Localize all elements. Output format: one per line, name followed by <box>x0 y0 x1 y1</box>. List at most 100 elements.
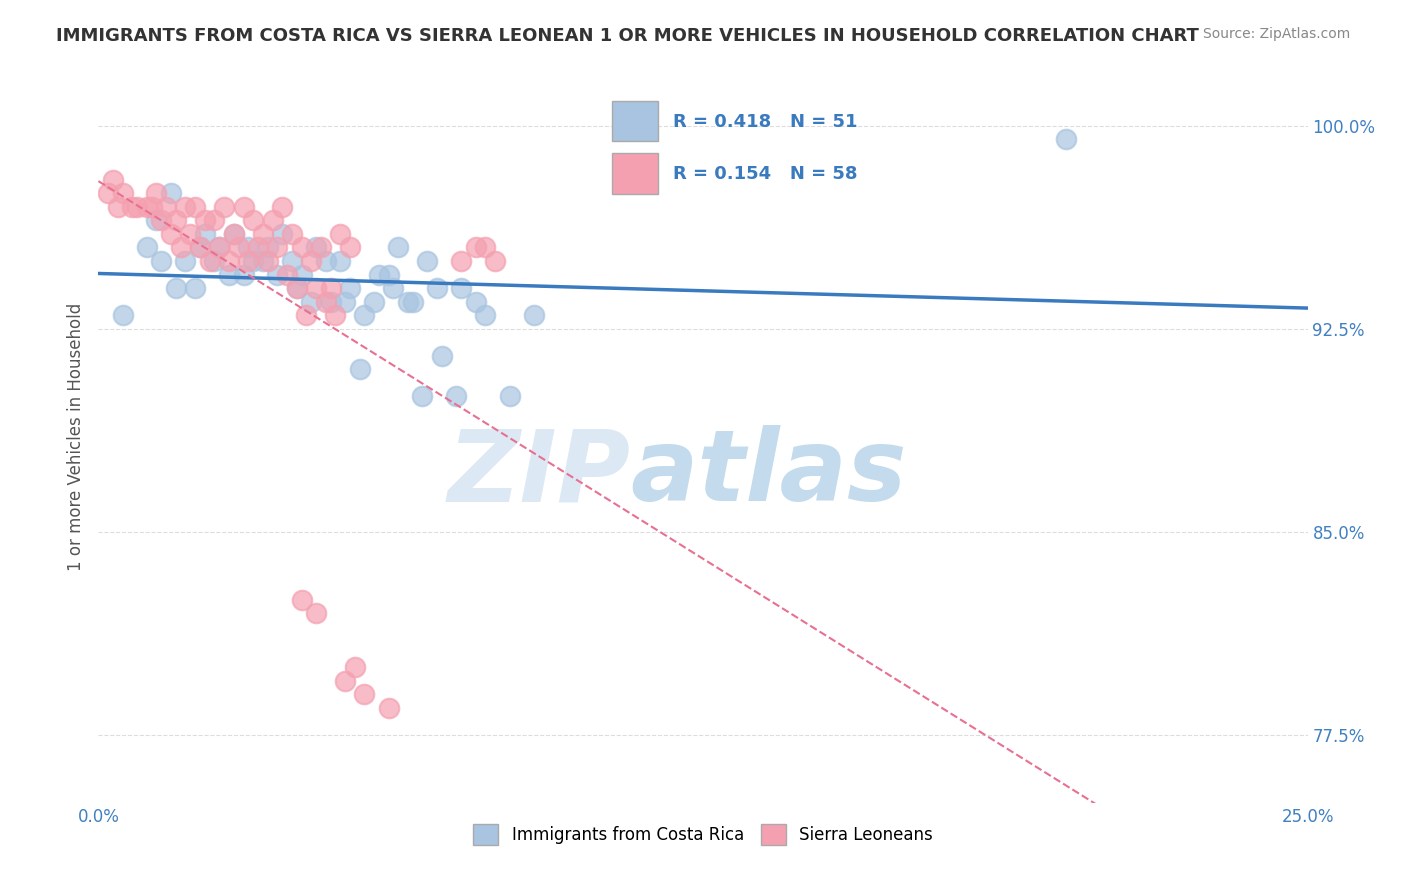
Point <box>252 227 274 241</box>
Point <box>353 688 375 702</box>
Point <box>290 592 312 607</box>
Point <box>111 186 134 201</box>
Point <box>290 268 312 282</box>
Point <box>430 349 453 363</box>
Point <box>150 213 173 227</box>
Point <box>212 200 235 214</box>
Point <box>232 268 254 282</box>
Point <box>464 294 486 309</box>
Point <box>135 240 157 254</box>
Point <box>97 186 120 201</box>
Point <box>281 254 304 268</box>
Text: ZIP: ZIP <box>447 425 630 522</box>
Text: Source: ZipAtlas.com: Source: ZipAtlas.com <box>1202 27 1350 41</box>
Point <box>121 200 143 214</box>
Point <box>305 281 328 295</box>
Point <box>141 200 163 214</box>
Point <box>484 254 506 268</box>
Point <box>285 281 308 295</box>
Point <box>174 254 197 268</box>
Text: R = 0.418   N = 51: R = 0.418 N = 51 <box>673 112 858 130</box>
Point <box>446 389 468 403</box>
Point <box>315 294 337 309</box>
Point <box>194 213 217 227</box>
Point <box>184 281 207 295</box>
Point <box>339 240 361 254</box>
Point <box>464 240 486 254</box>
Point <box>319 294 342 309</box>
Point <box>222 227 245 241</box>
Legend: Immigrants from Costa Rica, Sierra Leoneans: Immigrants from Costa Rica, Sierra Leone… <box>465 816 941 853</box>
Point <box>333 294 356 309</box>
Point <box>319 281 342 295</box>
Point <box>252 254 274 268</box>
Point <box>281 227 304 241</box>
FancyBboxPatch shape <box>612 101 658 141</box>
Text: atlas: atlas <box>630 425 907 522</box>
Point <box>155 200 177 214</box>
Point <box>368 268 391 282</box>
Point <box>145 186 167 201</box>
Point <box>339 281 361 295</box>
Point <box>160 227 183 241</box>
Point <box>107 200 129 214</box>
Point <box>363 294 385 309</box>
Point <box>266 268 288 282</box>
Point <box>256 254 278 268</box>
Point <box>242 254 264 268</box>
Point <box>295 308 318 322</box>
Point <box>184 200 207 214</box>
Y-axis label: 1 or more Vehicles in Household: 1 or more Vehicles in Household <box>66 303 84 571</box>
Point <box>353 308 375 322</box>
Point <box>276 268 298 282</box>
Point <box>333 673 356 688</box>
Point <box>238 254 260 268</box>
Point <box>218 268 240 282</box>
Point <box>387 240 409 254</box>
Point <box>290 240 312 254</box>
Point <box>315 254 337 268</box>
Point <box>174 200 197 214</box>
Point <box>271 227 294 241</box>
FancyBboxPatch shape <box>612 153 658 194</box>
Text: IMMIGRANTS FROM COSTA RICA VS SIERRA LEONEAN 1 OR MORE VEHICLES IN HOUSEHOLD COR: IMMIGRANTS FROM COSTA RICA VS SIERRA LEO… <box>56 27 1199 45</box>
Point <box>247 240 270 254</box>
Point <box>165 281 187 295</box>
Point <box>329 227 352 241</box>
Point <box>377 268 399 282</box>
Point <box>208 240 231 254</box>
Point <box>101 172 124 186</box>
Point <box>382 281 405 295</box>
Point <box>325 308 347 322</box>
Point <box>266 240 288 254</box>
Point <box>523 308 546 322</box>
Point <box>228 240 250 254</box>
Point <box>145 213 167 227</box>
Point <box>111 308 134 322</box>
Point <box>1054 132 1077 146</box>
Point <box>299 294 322 309</box>
Point <box>169 240 191 254</box>
Point <box>343 660 366 674</box>
Point <box>194 227 217 241</box>
Point <box>285 281 308 295</box>
Point <box>256 240 278 254</box>
Point <box>179 227 201 241</box>
Point <box>135 200 157 214</box>
Point <box>198 254 221 268</box>
Point <box>271 200 294 214</box>
Point <box>204 213 226 227</box>
Point <box>309 240 332 254</box>
Point <box>396 294 419 309</box>
Point <box>165 213 187 227</box>
Point <box>450 254 472 268</box>
Point <box>150 254 173 268</box>
Point <box>402 294 425 309</box>
Point <box>305 606 328 620</box>
Point <box>127 200 149 214</box>
Point <box>222 227 245 241</box>
Point <box>377 701 399 715</box>
Point <box>498 389 520 403</box>
Point <box>188 240 211 254</box>
Text: R = 0.154   N = 58: R = 0.154 N = 58 <box>673 165 858 183</box>
